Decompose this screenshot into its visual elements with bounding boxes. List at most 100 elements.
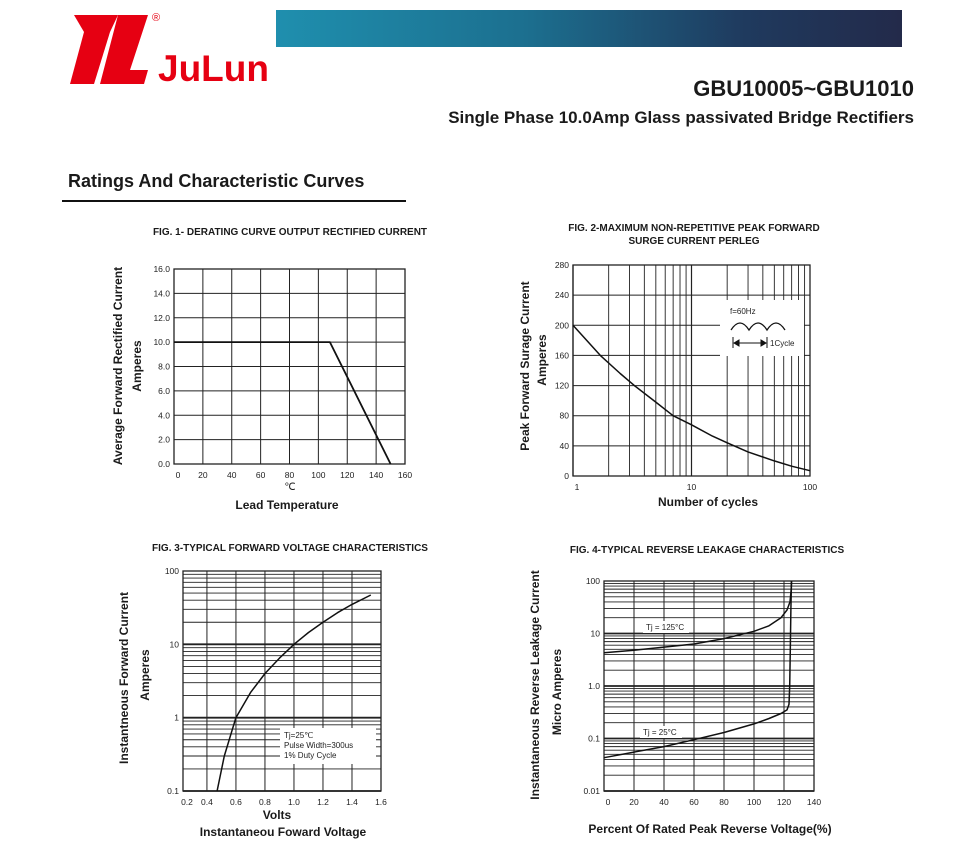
x-tick-label: 100 <box>747 797 761 807</box>
julun-logo <box>70 12 150 87</box>
y-tick-label: 0.1 <box>167 786 179 796</box>
y-tick-label: 0.0 <box>158 459 170 469</box>
x-tick-label: 1 <box>575 482 580 492</box>
fig3-plot: 0.2 0.4 0.6 0.8 1.0 1.2 1.4 1.6 0.1 1 10 100 Tj=25℃P… <box>165 566 387 807</box>
x-tick-label: 0 <box>176 470 181 480</box>
y-tick-label: 160 <box>555 350 569 360</box>
fig1-xlabel: Lead Temperature <box>235 498 339 512</box>
x-tick-label: 120 <box>340 470 354 480</box>
y-tick-label: 240 <box>555 290 569 300</box>
x-tick-label: 120 <box>777 797 791 807</box>
test-condition-label: 1% Duty Cycle <box>284 751 337 760</box>
x-tick-label: 20 <box>629 797 639 807</box>
fig2-plot: 1 10 100 0 40 80 120 160 200 240 280 f=60Hz 1Cycle <box>555 260 818 492</box>
x-tick-label: 0.8 <box>259 797 271 807</box>
x-tick-label: 80 <box>719 797 729 807</box>
fig2-xlabel: Number of cycles <box>657 495 759 509</box>
section-title: Ratings And Characteristic Curves <box>68 171 365 191</box>
y-tick-label: 100 <box>586 576 600 586</box>
fig4-title: FIG. 4-TYPICAL REVERSE LEAKAGE CHARACTER… <box>569 545 845 556</box>
y-tick-label: 14.0 <box>153 288 170 298</box>
fig4-plot: 0 20 40 60 80 100 120 140 0.01 0.1 1.0 10 100 Tj = 12… <box>583 576 821 807</box>
fig4-xlabel: Percent Of Rated Peak Reverse Voltage(%) <box>588 822 832 836</box>
plot-frame <box>603 580 815 792</box>
x-tick-label: 80 <box>285 470 295 480</box>
cycle-arrow-icon <box>733 339 767 347</box>
x-tick-label: 1.4 <box>346 797 358 807</box>
y-tick-label: 1.0 <box>588 681 600 691</box>
logo-mark-icon <box>70 15 148 84</box>
y-tick-label: 40 <box>560 441 570 451</box>
x-tick-label: 60 <box>256 470 266 480</box>
registered-mark: ® <box>152 12 161 24</box>
header-banner <box>276 10 902 47</box>
y-tick-label: 0 <box>564 471 569 481</box>
x-tick-label: 40 <box>227 470 237 480</box>
fig3-title: FIG. 3-TYPICAL FORWARD VOLTAGE CHARACTER… <box>152 543 428 554</box>
x-tick-label: 100 <box>803 482 817 492</box>
section-underline <box>62 200 406 202</box>
x-tick-label: 20 <box>198 470 208 480</box>
y-tick-label: 4.0 <box>158 410 170 420</box>
x-tick-label: 1.6 <box>375 797 387 807</box>
y-tick-label: 120 <box>555 381 569 391</box>
label-background <box>640 726 682 738</box>
x-tick-label: 0.2 <box>181 797 193 807</box>
y-tick-label: 10 <box>170 639 180 649</box>
conditions-background <box>280 728 376 764</box>
cycle-label: 1Cycle <box>770 339 795 348</box>
x-tick-label: 140 <box>807 797 821 807</box>
fig2-title-line2: SURGE CURRENT PERLEG <box>628 236 760 247</box>
y-tick-label: 16.0 <box>153 264 170 274</box>
y-tick-label: 2.0 <box>158 435 170 445</box>
x-tick-label: 0 <box>606 797 611 807</box>
brand-name: JuLun <box>158 48 269 89</box>
x-tick-label: 0.4 <box>201 797 213 807</box>
y-tick-label: 0.1 <box>588 734 600 744</box>
y-tick-label: 6.0 <box>158 386 170 396</box>
fig4-series-line-1 <box>603 580 793 759</box>
fig1-series-line-0 <box>174 341 392 465</box>
frequency-label: f=60Hz <box>730 307 756 316</box>
fig2-title-line1: FIG. 2-MAXIMUM NON-REPETITIVE PEAK FORWA… <box>568 223 820 234</box>
y-tick-label: 80 <box>560 411 570 421</box>
x-tick-label: 60 <box>689 797 699 807</box>
x-tick-label: 160 <box>398 470 412 480</box>
x-tick-label: 140 <box>369 470 383 480</box>
test-condition-label: Pulse Width=300us <box>284 741 353 750</box>
plot-frame <box>572 264 811 477</box>
x-tick-label: 1.0 <box>288 797 300 807</box>
fig3-series-line-0 <box>216 594 372 792</box>
fig1-xunit: ℃ <box>284 482 296 493</box>
x-tick-label: 40 <box>659 797 669 807</box>
fig1-title: FIG. 1- DERATING CURVE OUTPUT RECTIFIED … <box>152 227 428 238</box>
y-tick-label: 10.0 <box>153 337 170 347</box>
half-wave-icon <box>730 322 786 332</box>
y-tick-label: 0.01 <box>583 786 600 796</box>
x-tick-label: 10 <box>687 482 697 492</box>
label-background <box>643 621 689 633</box>
fig3-xlabel: Instantaneou Foward Voltage <box>199 825 367 839</box>
fig3-xunit: Volts <box>262 808 292 822</box>
fig2-series-line-0 <box>572 324 811 472</box>
x-tick-label: 0.6 <box>230 797 242 807</box>
part-range-title: GBU10005~GBU1010 <box>693 76 914 101</box>
inset-background <box>720 300 804 356</box>
test-condition-label: Tj=25℃ <box>284 731 313 740</box>
y-tick-label: 1 <box>174 713 179 723</box>
product-description: Single Phase 10.0Amp Glass passivated Br… <box>448 108 914 127</box>
x-tick-label: 1.2 <box>317 797 329 807</box>
y-tick-label: 200 <box>555 320 569 330</box>
y-tick-label: 8.0 <box>158 362 170 372</box>
tj-25-label: Tj = 25°C <box>643 728 677 737</box>
x-tick-label: 100 <box>311 470 325 480</box>
plot-frame <box>182 570 382 792</box>
y-tick-label: 100 <box>165 566 179 576</box>
fig4-series-line-0 <box>603 580 793 654</box>
y-tick-label: 10 <box>591 629 601 639</box>
fig1-plot: 0 20 40 60 80 100 120 140 160 0.0 2.0 4.0 6.0 8.0 10.0… <box>153 264 412 480</box>
plot-frame <box>173 268 406 465</box>
y-tick-label: 12.0 <box>153 313 170 323</box>
tj-125-label: Tj = 125°C <box>646 623 684 632</box>
